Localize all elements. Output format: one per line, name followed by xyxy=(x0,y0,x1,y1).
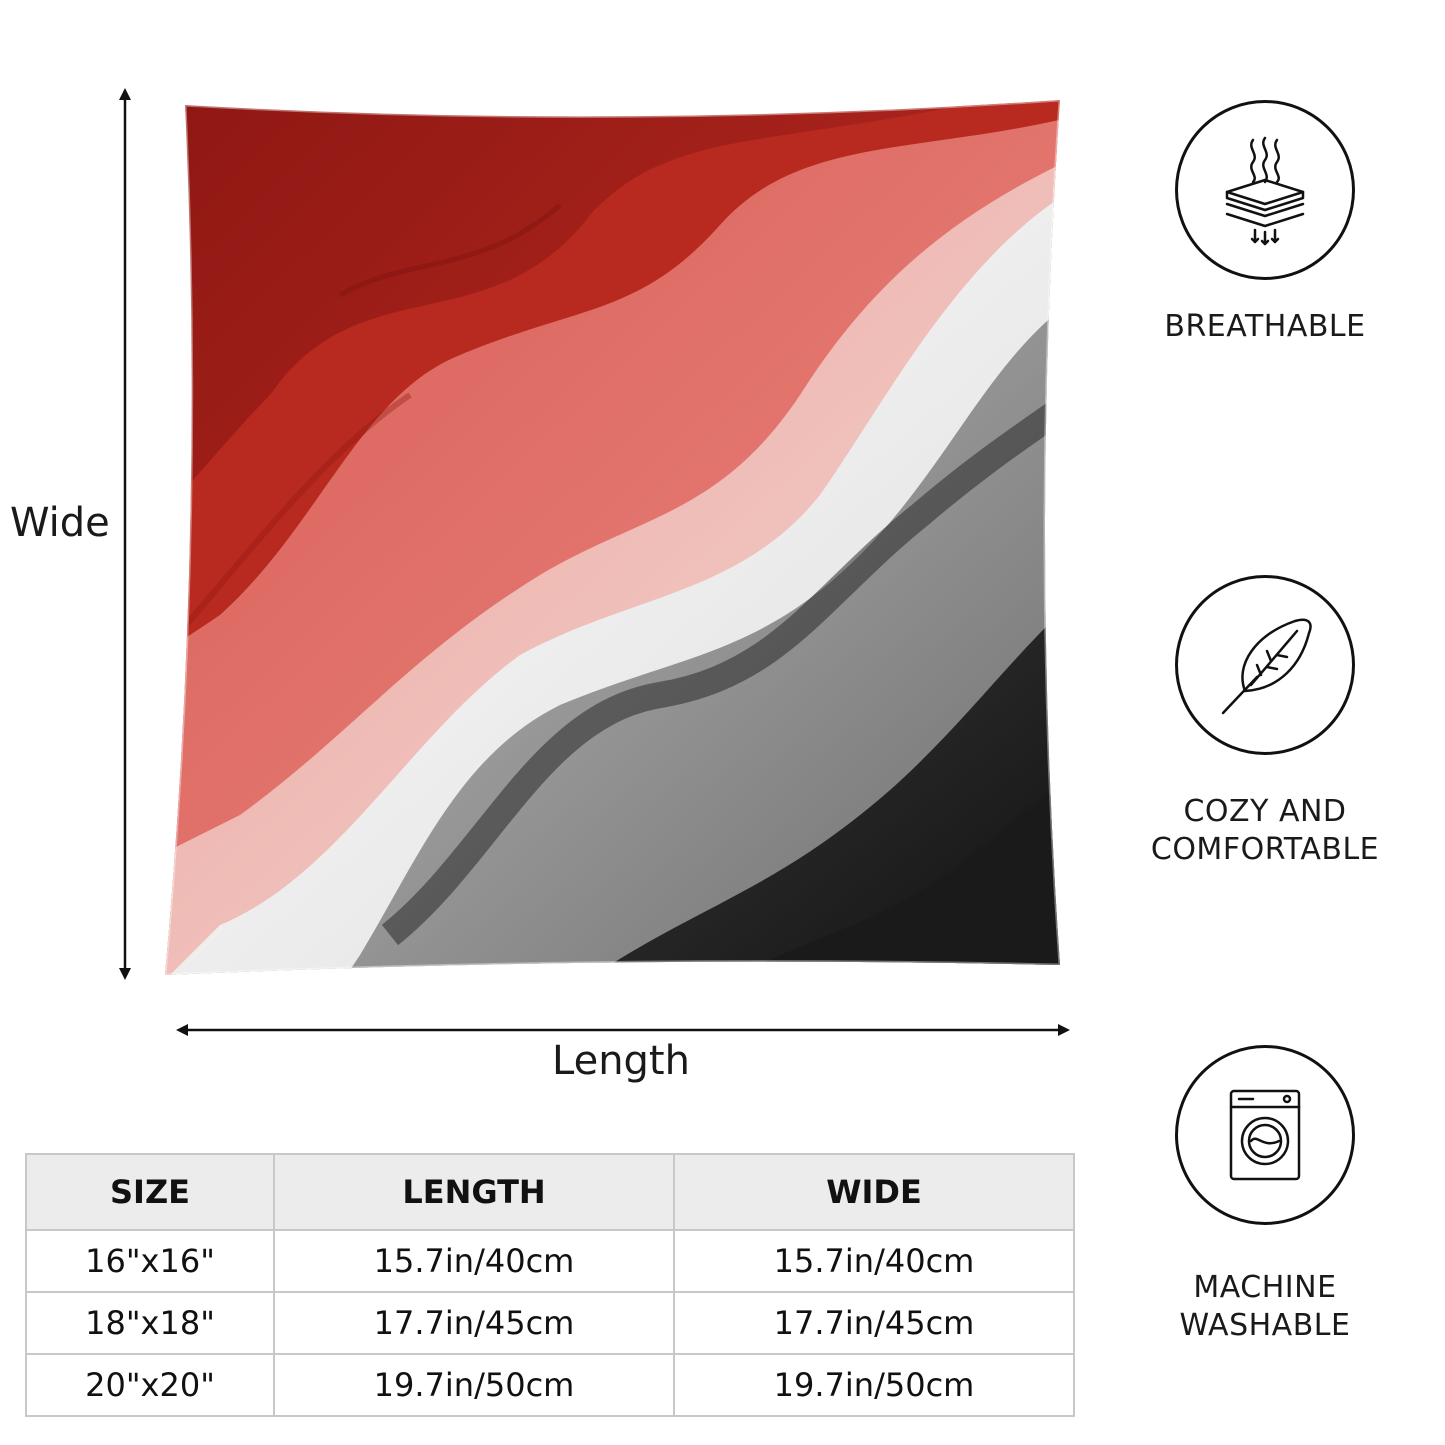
cell-size: 20"x20" xyxy=(25,1353,275,1417)
length-dimension-arrow xyxy=(176,1024,1070,1036)
feature-label-line: MACHINE xyxy=(1193,1270,1337,1305)
wide-label: Wide xyxy=(10,500,110,546)
feature-label-line: WASHABLE xyxy=(1179,1308,1351,1343)
feather-icon xyxy=(1175,575,1355,755)
cell-length: 17.7in/45cm xyxy=(273,1291,675,1355)
feature-label: MACHINE WASHABLE xyxy=(1115,1269,1415,1345)
header-wide: WIDE xyxy=(673,1153,1075,1231)
washing-machine-icon xyxy=(1175,1045,1355,1225)
breathable-icon xyxy=(1175,100,1355,280)
wide-dimension-arrow xyxy=(119,88,131,980)
cell-wide: 19.7in/50cm xyxy=(673,1353,1075,1417)
feature-washable: MACHINE WASHABLE xyxy=(1115,1045,1415,1345)
header-length: LENGTH xyxy=(273,1153,675,1231)
feature-label-line: COZY AND xyxy=(1183,794,1347,829)
cell-size: 18"x18" xyxy=(25,1291,275,1355)
cell-wide: 17.7in/45cm xyxy=(673,1291,1075,1355)
feature-label-line: COMFORTABLE xyxy=(1150,832,1380,867)
table-row: 16"x16" 15.7in/40cm 15.7in/40cm xyxy=(25,1229,1075,1293)
cell-wide: 15.7in/40cm xyxy=(673,1229,1075,1293)
size-table: SIZE LENGTH WIDE 16"x16" 15.7in/40cm 15.… xyxy=(25,1153,1075,1417)
feature-label: BREATHABLE xyxy=(1164,309,1366,344)
feature-cozy: COZY AND COMFORTABLE xyxy=(1115,575,1415,869)
table-row: 20"x20" 19.7in/50cm 19.7in/50cm xyxy=(25,1353,1075,1417)
table-row: 18"x18" 17.7in/45cm 17.7in/45cm xyxy=(25,1291,1075,1355)
length-label: Length xyxy=(552,1038,690,1084)
table-header-row: SIZE LENGTH WIDE xyxy=(25,1153,1075,1231)
cell-length: 15.7in/40cm xyxy=(273,1229,675,1293)
pillow-product-image xyxy=(160,95,1080,985)
cell-length: 19.7in/50cm xyxy=(273,1353,675,1417)
feature-breathable: BREATHABLE xyxy=(1115,100,1415,346)
header-size: SIZE xyxy=(25,1153,275,1231)
cell-size: 16"x16" xyxy=(25,1229,275,1293)
feature-label: COZY AND COMFORTABLE xyxy=(1115,793,1415,869)
